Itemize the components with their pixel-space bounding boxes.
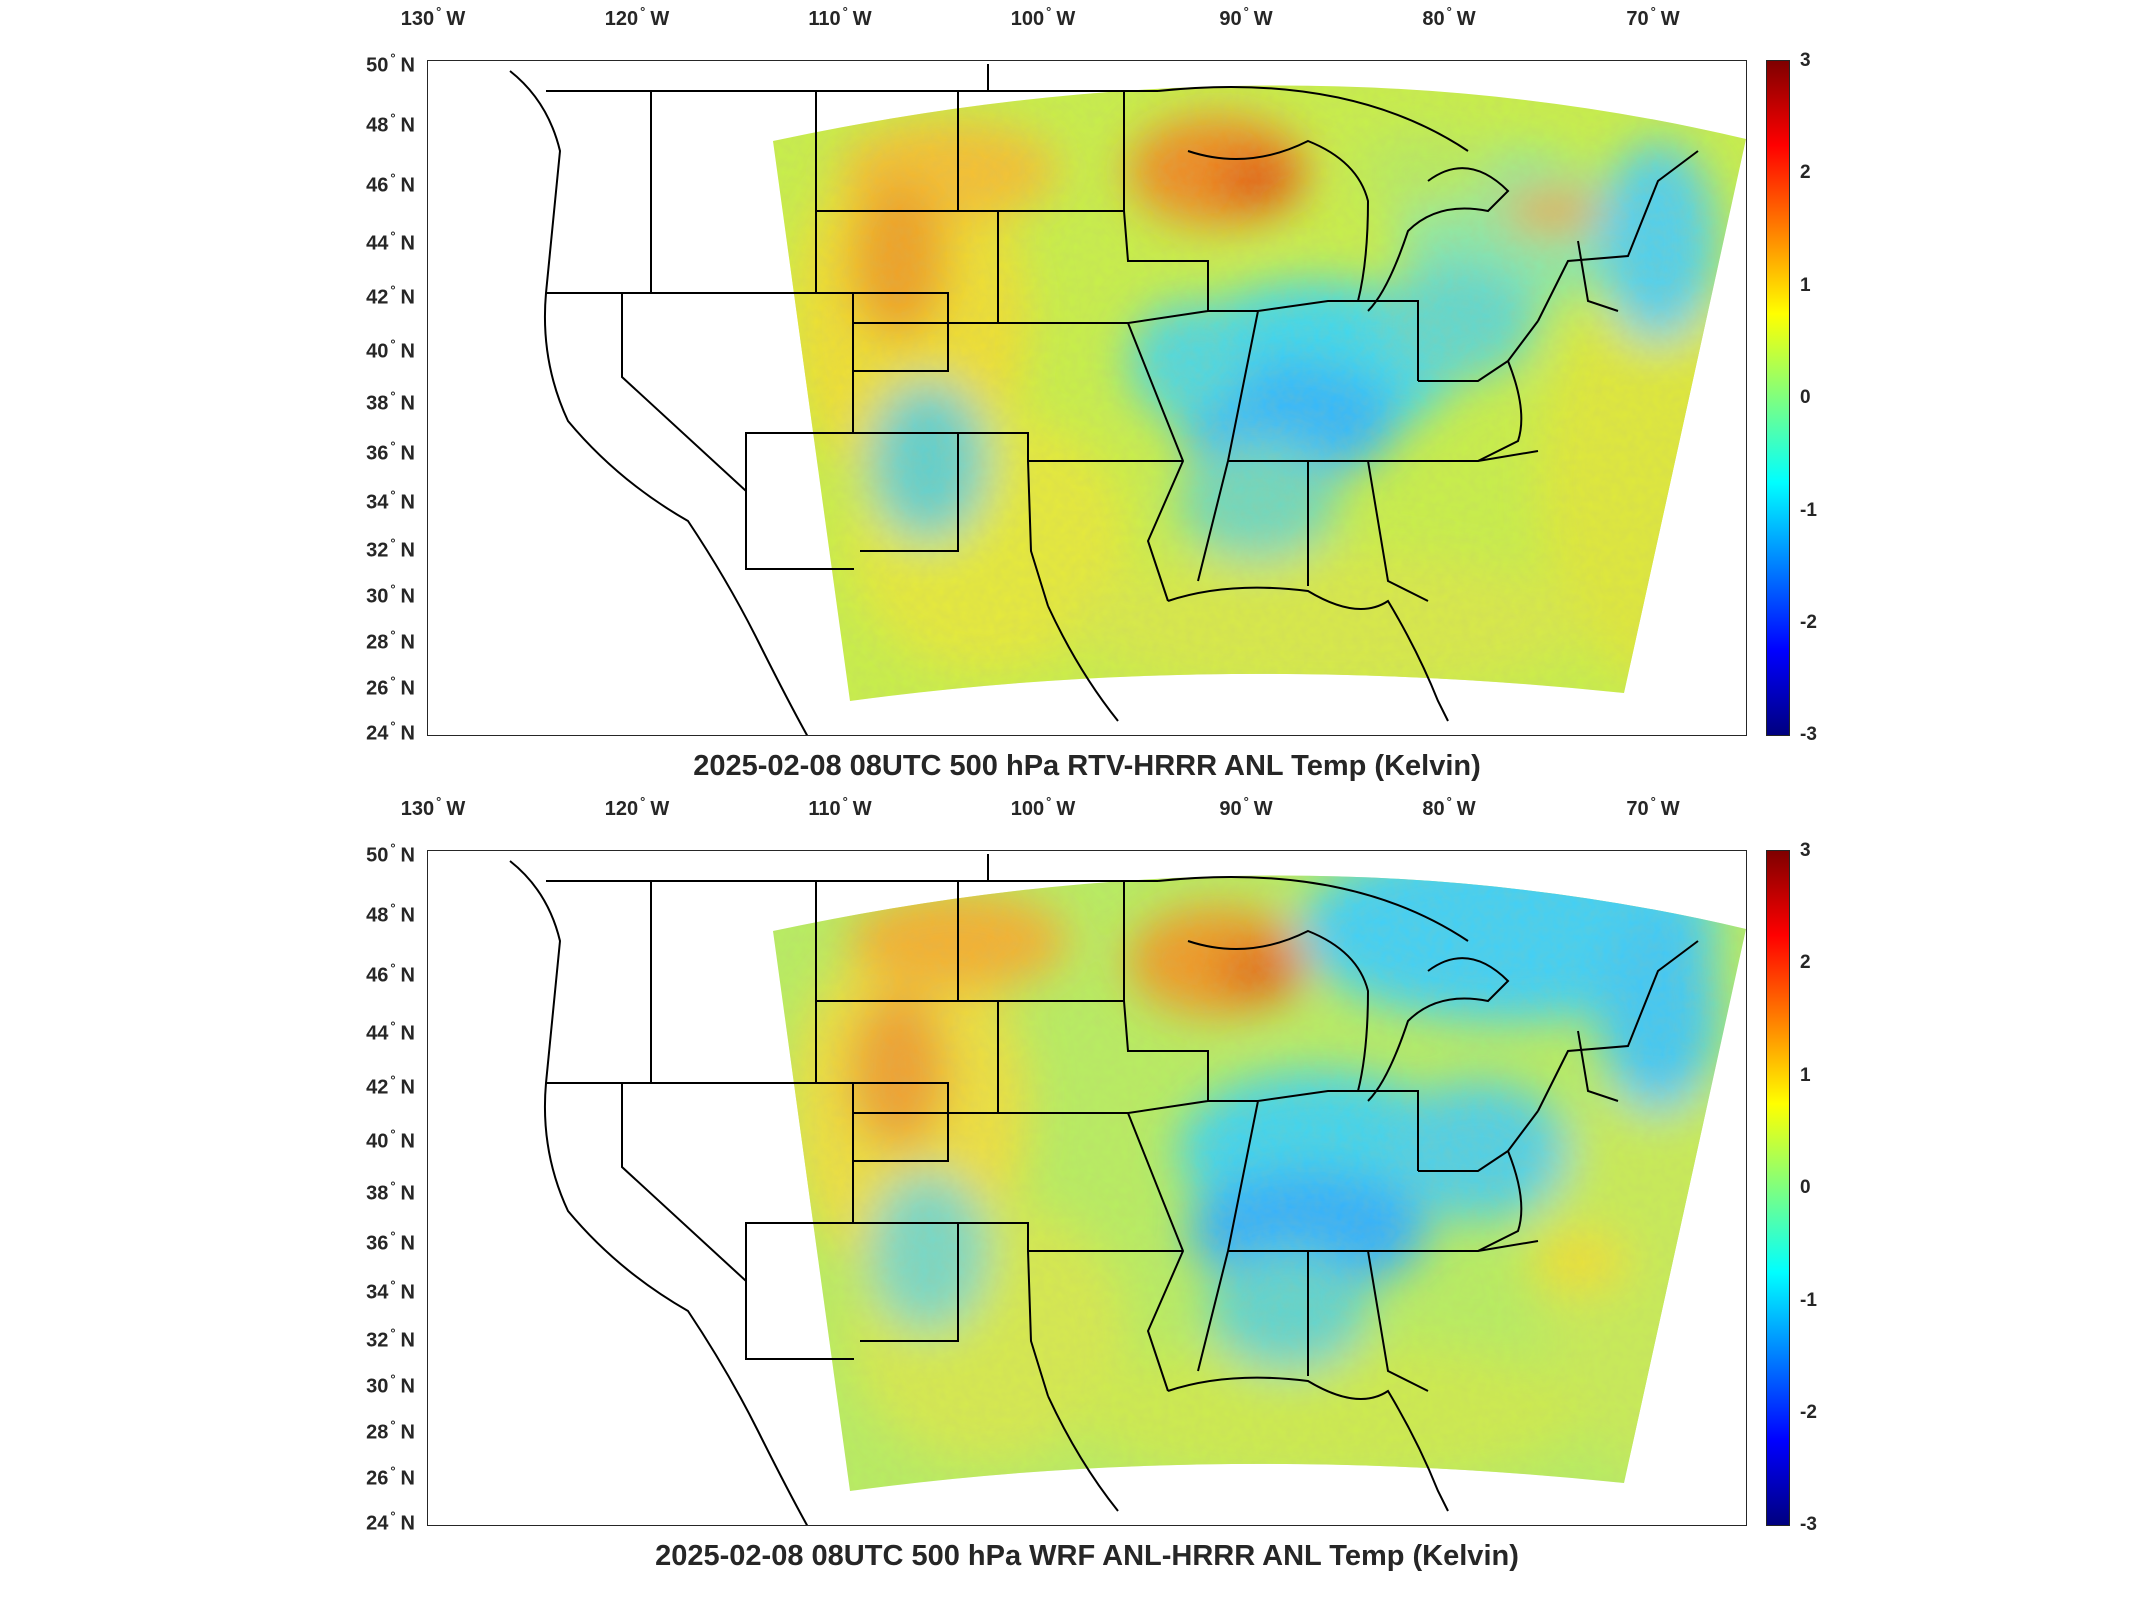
colorbar-tick: -2 (1800, 612, 1817, 633)
lat-label: 36 ° N (366, 1228, 415, 1255)
lat-label: 38 ° N (366, 1178, 415, 1205)
lat-label: 32 ° N (366, 535, 415, 562)
lat-label: 48 ° N (366, 110, 415, 137)
anomaly-field (773, 875, 1746, 1491)
lat-label: 40 ° N (366, 1126, 415, 1153)
lat-label: 28 ° N (366, 1417, 415, 1444)
map-panel-top: 130 ° W 120 ° W 110 ° W 100 ° W 90 ° W 80 ° W 70 ° W 5… (366, 4, 1817, 782)
lon-label: 70 ° W (1626, 794, 1680, 820)
lat-label: 26 ° N (366, 673, 415, 700)
lat-label: 46 ° N (366, 960, 415, 987)
colorbar-tick: 3 (1800, 840, 1811, 861)
lat-label: 50 ° N (366, 50, 415, 77)
colorbar-tick: 2 (1800, 162, 1811, 183)
colorbar-tick: 1 (1800, 275, 1811, 296)
lat-label: 50 ° N (366, 840, 415, 867)
colorbar (1766, 850, 1790, 1526)
lat-label: 42 ° N (366, 282, 415, 309)
lon-label: 120 ° W (604, 794, 670, 820)
temperature-difference-map (509, 64, 1746, 735)
lon-label: 70 ° W (1626, 4, 1680, 30)
colorbar-tick: -1 (1800, 1290, 1817, 1311)
panel-title: 2025-02-08 08UTC 500 hPa RTV-HRRR ANL Te… (693, 750, 1481, 782)
colorbar-tick: 3 (1800, 50, 1811, 71)
lat-label: 44 ° N (366, 1018, 415, 1045)
map-plot-area (427, 60, 1747, 736)
colorbar-tick: 0 (1800, 387, 1811, 408)
state-borders (509, 64, 1699, 735)
lon-label: 130 ° W (400, 4, 466, 30)
lat-label: 38 ° N (366, 388, 415, 415)
colorbar-tick: 0 (1800, 1177, 1811, 1198)
lat-label: 24 ° N (366, 718, 415, 745)
lat-label: 28 ° N (366, 627, 415, 654)
lon-label: 100 ° W (1010, 794, 1076, 820)
anomaly-field (773, 85, 1746, 701)
lon-label: 100 ° W (1010, 4, 1076, 30)
colorbar-tick: -2 (1800, 1402, 1817, 1423)
lat-label: 34 ° N (366, 487, 415, 514)
lat-label: 32 ° N (366, 1325, 415, 1352)
lat-label: 46 ° N (366, 170, 415, 197)
lon-label: 110 ° W (808, 4, 872, 30)
panel-title: 2025-02-08 08UTC 500 hPa WRF ANL-HRRR AN… (655, 1540, 1519, 1572)
lon-label: 110 ° W (808, 794, 872, 820)
lat-label: 30 ° N (366, 1371, 415, 1398)
lat-label: 34 ° N (366, 1277, 415, 1304)
lat-label: 44 ° N (366, 228, 415, 255)
lat-label: 30 ° N (366, 581, 415, 608)
lat-label: 48 ° N (366, 900, 415, 927)
lon-label: 90 ° W (1219, 4, 1273, 30)
map-plot-area (427, 850, 1747, 1526)
lat-label: 40 ° N (366, 336, 415, 363)
colorbar-tick: 1 (1800, 1065, 1811, 1086)
map-panel-bottom: 130 ° W 120 ° W 110 ° W 100 ° W 90 ° W 80 ° W 70 ° W 5… (0, 790, 2133, 1590)
lon-label: 120 ° W (604, 4, 670, 30)
lat-label: 26 ° N (366, 1463, 415, 1490)
state-borders (509, 854, 1699, 1525)
colorbar-tick: -1 (1800, 500, 1817, 521)
lat-label: 36 ° N (366, 438, 415, 465)
lon-label: 80 ° W (1422, 794, 1476, 820)
lon-label: 130 ° W (400, 794, 466, 820)
temperature-difference-map (509, 854, 1746, 1525)
colorbar (1766, 60, 1790, 736)
lat-label: 42 ° N (366, 1072, 415, 1099)
colorbar-tick: -3 (1800, 1514, 1817, 1535)
lon-label: 80 ° W (1422, 4, 1476, 30)
colorbar-tick: -3 (1800, 724, 1817, 745)
lon-label: 90 ° W (1219, 794, 1273, 820)
colorbar-tick: 2 (1800, 952, 1811, 973)
lat-label: 24 ° N (366, 1508, 415, 1535)
